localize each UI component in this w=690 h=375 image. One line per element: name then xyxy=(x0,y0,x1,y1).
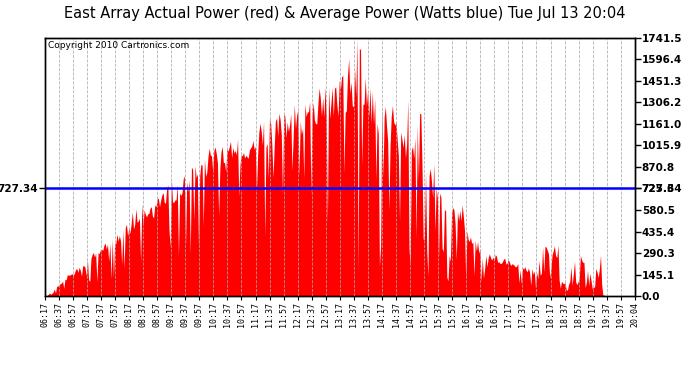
Text: East Array Actual Power (red) & Average Power (Watts blue) Tue Jul 13 20:04: East Array Actual Power (red) & Average … xyxy=(64,6,626,21)
Text: Copyright 2010 Cartronics.com: Copyright 2010 Cartronics.com xyxy=(48,41,189,50)
